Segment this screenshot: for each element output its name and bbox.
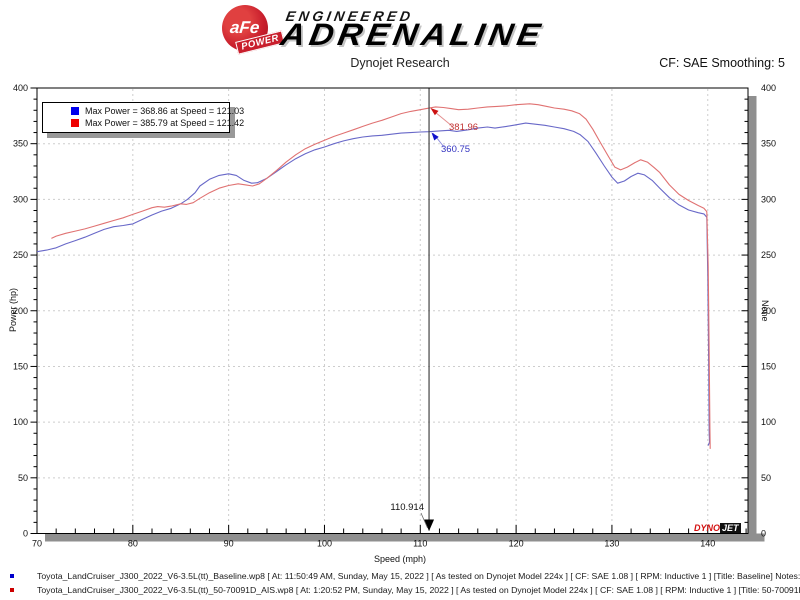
svg-text:400: 400 (761, 83, 776, 93)
svg-text:120: 120 (509, 539, 524, 549)
smoothing-setting-label: CF: SAE Smoothing: 5 (659, 56, 785, 70)
baseline-marker-arrow-icon (431, 132, 439, 141)
svg-text:0: 0 (23, 529, 28, 539)
intake-series-chip-icon (71, 119, 79, 127)
svg-text:0: 0 (761, 529, 766, 539)
intake-power-reading: 381.96 (449, 122, 479, 133)
legend-row-baseline: Max Power = 368.86 at Speed = 121.03 (43, 105, 244, 117)
baseline-run-bullet-icon (10, 574, 14, 578)
chart-title: Dynojet Research (350, 56, 450, 70)
svg-text:300: 300 (761, 194, 776, 204)
svg-text:200: 200 (761, 306, 776, 316)
svg-text:80: 80 (128, 539, 138, 549)
cursor-speed-value: 110.914 (390, 502, 424, 513)
svg-text:350: 350 (13, 139, 28, 149)
dynojet-watermark-jet: JET (720, 523, 741, 533)
y-axis-title-right: None (760, 300, 770, 322)
run-info-intake: Toyota_LandCruiser_J300_2022_V6-3.5L(tt)… (0, 585, 800, 597)
svg-text:100: 100 (13, 417, 28, 427)
svg-text:90: 90 (224, 539, 234, 549)
dynojet-watermark-dyno: DYNO (694, 523, 721, 533)
svg-text:250: 250 (761, 250, 776, 260)
svg-text:150: 150 (761, 361, 776, 371)
intake-marker-arrow-icon (430, 108, 439, 116)
series-curve-intake (51, 103, 711, 449)
series-curve-baseline (36, 122, 711, 446)
x-axis-title: Speed (mph) (373, 554, 427, 564)
intake-run-bullet-icon (10, 588, 14, 592)
baseline-run-text: Toyota_LandCruiser_J300_2022_V6-3.5L(tt)… (37, 571, 800, 581)
svg-text:110: 110 (413, 539, 427, 549)
svg-text:130: 130 (604, 539, 619, 549)
svg-text:100: 100 (761, 417, 776, 427)
baseline-series-chip-icon (71, 107, 79, 115)
svg-text:350: 350 (761, 139, 776, 149)
svg-text:100: 100 (317, 539, 332, 549)
y-axis-title-left: Power (hp) (8, 288, 18, 333)
baseline-legend-label: Max Power = 368.86 at Speed = 121.03 (85, 106, 245, 116)
svg-text:300: 300 (13, 194, 28, 204)
dynojet-watermark: DYNO JET (694, 523, 741, 533)
intake-legend-label: Max Power = 385.79 at Speed = 121.42 (85, 118, 245, 128)
svg-text:70: 70 (32, 539, 42, 549)
axis-ticks (30, 87, 748, 534)
run-info-baseline: Toyota_LandCruiser_J300_2022_V6-3.5L(tt)… (0, 571, 800, 583)
max-power-legend[interactable]: Max Power = 368.86 at Speed = 121.03 Max… (42, 102, 244, 133)
svg-text:140: 140 (700, 539, 715, 549)
svg-text:150: 150 (13, 361, 28, 371)
svg-text:50: 50 (18, 473, 28, 483)
svg-text:200: 200 (13, 306, 28, 316)
tick-labels: 70 80 90 100 110 120 130 140 0 0 50 50 100 100 150 150 2… (13, 83, 776, 549)
svg-text:250: 250 (13, 250, 28, 260)
svg-text:400: 400 (13, 83, 28, 93)
svg-text:50: 50 (761, 473, 771, 483)
legend-row-intake: Max Power = 385.79 at Speed = 121.42 (43, 117, 244, 129)
baseline-power-reading: 360.75 (441, 144, 471, 155)
intake-run-text: Toyota_LandCruiser_J300_2022_V6-3.5L(tt)… (37, 585, 800, 595)
cursor-arrow-icon (424, 519, 435, 531)
